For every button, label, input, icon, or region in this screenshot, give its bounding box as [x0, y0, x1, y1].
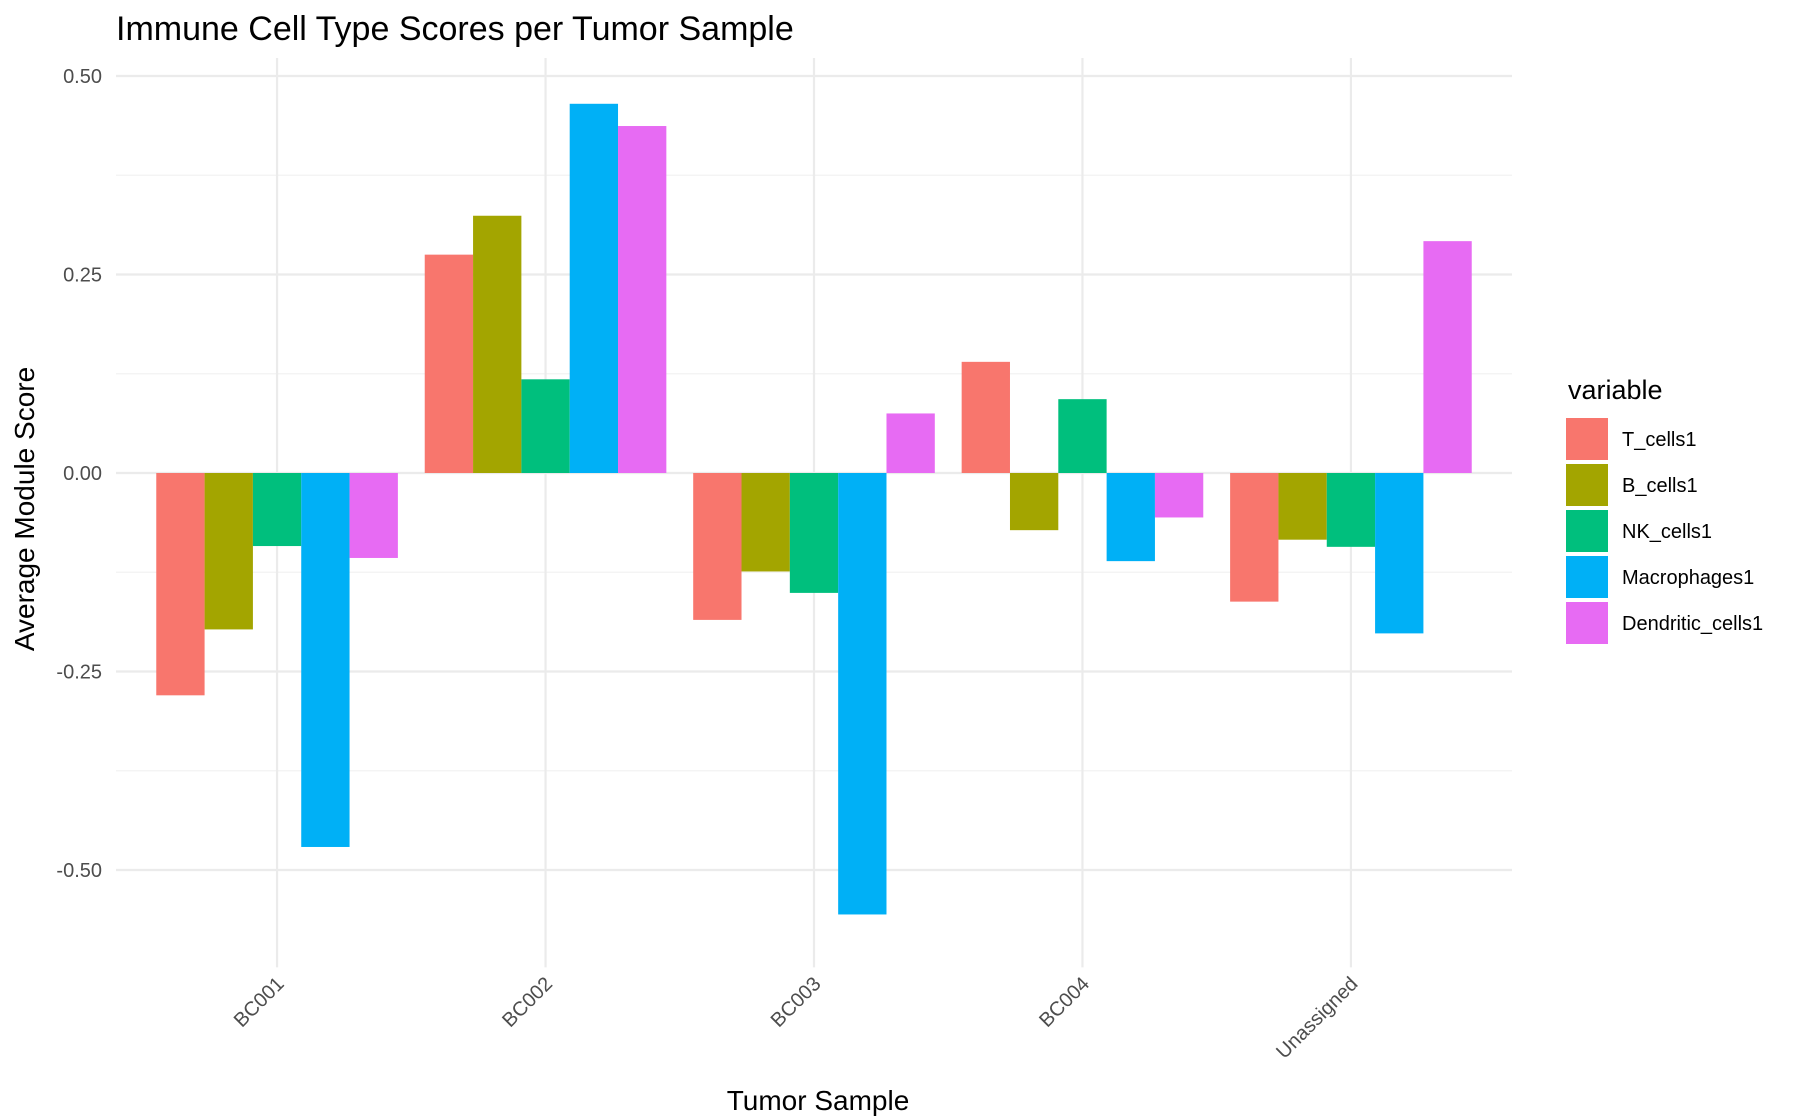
x-tick-label: Unassigned	[1272, 973, 1362, 1063]
y-axis-title: Average Module Score	[9, 367, 40, 651]
legend: variable T_cells1 B_cells1 NK_cells1 Macrop…	[1566, 375, 1763, 644]
bars	[156, 103, 1472, 915]
bar-Dendritic_cells1-Unassigned	[1423, 241, 1472, 473]
x-tick-label: BC004	[1035, 973, 1094, 1032]
bar-T_cells1-Unassigned	[1230, 473, 1279, 602]
legend-key-B_cells1	[1566, 464, 1608, 506]
legend-key-NK_cells1	[1566, 510, 1608, 552]
bar-NK_cells1-BC004	[1058, 399, 1107, 473]
bar-NK_cells1-BC001	[252, 473, 302, 547]
chart-title: Immune Cell Type Scores per Tumor Sample	[116, 10, 794, 48]
legend-label-T_cells1: T_cells1	[1622, 429, 1696, 451]
bar-B_cells1-BC003	[741, 473, 790, 572]
bar-Macrophages1-BC002	[569, 103, 619, 473]
bar-B_cells1-BC002	[473, 215, 522, 473]
legend-key-T_cells1	[1566, 418, 1608, 460]
y-tick-label: 0.50	[63, 66, 102, 88]
legend-label-Macrophages1: Macrophages1	[1622, 567, 1754, 589]
y-tick-label: -0.50	[56, 860, 102, 882]
bar-Dendritic_cells1-BC002	[618, 126, 667, 473]
bar-T_cells1-BC001	[156, 473, 205, 696]
x-tick-label: BC001	[230, 973, 289, 1032]
bar-NK_cells1-BC003	[789, 473, 839, 593]
x-tick-label: BC002	[498, 973, 557, 1032]
bar-NK_cells1-BC002	[521, 379, 570, 473]
bar-B_cells1-Unassigned	[1278, 473, 1327, 540]
bar-B_cells1-BC001	[204, 473, 253, 630]
bar-Macrophages1-BC003	[838, 473, 887, 915]
bar-Dendritic_cells1-BC004	[1154, 473, 1204, 518]
bar-Macrophages1-BC001	[301, 473, 350, 847]
legend-key-Macrophages1	[1566, 556, 1608, 598]
bar-Macrophages1-BC004	[1106, 473, 1155, 562]
bar-Dendritic_cells1-BC001	[349, 473, 398, 558]
x-tick-label: BC003	[767, 973, 826, 1032]
bar-T_cells1-BC002	[424, 254, 474, 473]
y-tick-label: 0.00	[63, 463, 102, 485]
legend-label-NK_cells1: NK_cells1	[1622, 521, 1712, 543]
legend-label-Dendritic_cells1: Dendritic_cells1	[1622, 613, 1763, 635]
y-axis-ticks: 0.50 0.25 0.00 -0.25 -0.50	[56, 66, 102, 882]
x-axis-title: Tumor Sample	[727, 1085, 910, 1116]
bar-T_cells1-BC004	[961, 361, 1010, 473]
bar-Macrophages1-Unassigned	[1375, 473, 1424, 634]
bar-T_cells1-BC003	[693, 473, 742, 620]
legend-key-Dendritic_cells1	[1566, 602, 1608, 644]
y-tick-label: -0.25	[56, 662, 102, 684]
y-tick-label: 0.25	[63, 265, 102, 287]
bar-B_cells1-BC004	[1009, 473, 1059, 531]
legend-title: variable	[1568, 375, 1663, 405]
bar-Dendritic_cells1-BC003	[886, 413, 935, 473]
x-axis-ticks: BC001 BC002 BC003 BC004 Unassigned	[230, 973, 1363, 1063]
bar-NK_cells1-Unassigned	[1326, 473, 1376, 547]
legend-label-B_cells1: B_cells1	[1622, 475, 1698, 497]
